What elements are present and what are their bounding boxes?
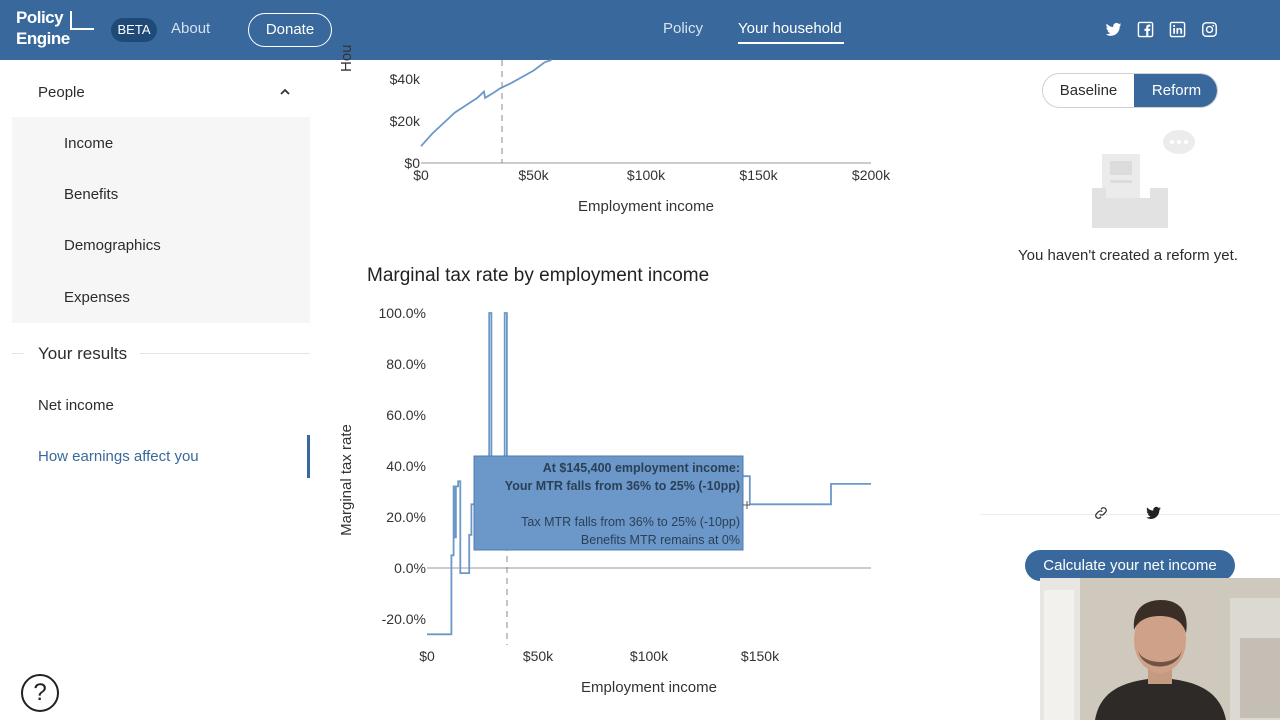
chart2-y-tick-label: 40.0% bbox=[386, 458, 426, 474]
beta-badge: BETA bbox=[111, 18, 157, 42]
chart1-y-tick-label: $0 bbox=[404, 155, 420, 171]
active-item-indicator bbox=[307, 435, 310, 478]
nav-household-tab[interactable]: Your household bbox=[738, 20, 842, 37]
chart2-xlabel: Employment income bbox=[581, 679, 717, 696]
chart1-y-tick-label: $20k bbox=[390, 113, 421, 129]
chart2-x-ticks: $0 $50k $100k $150k bbox=[419, 648, 780, 664]
baseline-reform-toggle: Baseline Reform bbox=[1042, 73, 1218, 108]
top-navbar: Policy Engine BETA About Donate Policy Y… bbox=[0, 0, 1280, 60]
empty-inbox-icon bbox=[1092, 130, 1195, 228]
sidebar-item-income[interactable]: Income bbox=[64, 135, 114, 152]
chart1-x-tick-label: $150k bbox=[739, 167, 778, 183]
empty-reform-message: You haven't created a reform yet. bbox=[1018, 247, 1238, 264]
logo-bar-horizontal bbox=[70, 28, 94, 30]
chart2-y-tick-label: -20.0% bbox=[382, 611, 426, 627]
chevron-up-icon[interactable] bbox=[279, 86, 291, 98]
chart2-y-tick-label: 80.0% bbox=[386, 356, 426, 372]
chart2-x-tick-label: $0 bbox=[419, 648, 435, 664]
chart1-x-tick-label: $50k bbox=[518, 167, 549, 183]
divider bbox=[12, 353, 24, 354]
sidebar-item-benefits[interactable]: Benefits bbox=[64, 186, 119, 203]
instagram-icon[interactable] bbox=[1201, 21, 1218, 38]
presenter-video-frame bbox=[1040, 578, 1280, 720]
chart2-y-tick-label: 20.0% bbox=[386, 509, 426, 525]
sidebar-item-demographics[interactable]: Demographics bbox=[64, 237, 161, 254]
link-icon[interactable] bbox=[1093, 505, 1109, 521]
chart2-ylabel: Marginal tax rate bbox=[338, 424, 355, 536]
chart1-xlabel: Employment income bbox=[578, 198, 714, 215]
chart-net-income: Hou $0 $20k $40k $0 $50k $100k $150k $200k Emp… bbox=[338, 44, 891, 215]
chart2-tooltip: At $145,400 employment income: Your MTR … bbox=[473, 455, 744, 551]
tooltip-line3: Tax MTR falls from 36% to 25% (-10pp) bbox=[521, 515, 740, 529]
chart1-y-ticks: $0 $20k $40k bbox=[390, 71, 421, 171]
chart1-x-tick-label: $0 bbox=[413, 167, 429, 183]
chart2-title: Marginal tax rate by employment income bbox=[367, 265, 709, 286]
active-tab-underline bbox=[738, 42, 844, 44]
sidebar-item-expenses[interactable]: Expenses bbox=[64, 289, 130, 306]
tooltip-line4: Benefits MTR remains at 0% bbox=[581, 533, 740, 547]
tooltip-line1: At $145,400 employment income: bbox=[543, 461, 740, 475]
policyengine-logo[interactable]: Policy Engine bbox=[14, 8, 98, 50]
facebook-icon[interactable] bbox=[1137, 21, 1154, 38]
chart-marginal-tax-rate: Marginal tax rate by employment income M… bbox=[338, 265, 871, 696]
reform-toggle-button[interactable]: Reform bbox=[1134, 74, 1217, 107]
chart1-ylabel: Hou bbox=[338, 44, 355, 72]
crosshair-cursor-icon bbox=[743, 501, 750, 509]
chart1-series-line bbox=[420, 59, 552, 147]
chart2-x-tick-label: $150k bbox=[741, 648, 780, 664]
chart2-y-tick-label: 0.0% bbox=[394, 560, 426, 576]
calculate-net-income-button[interactable]: Calculate your net income bbox=[1025, 550, 1235, 581]
chart1-y-tick-label: $40k bbox=[390, 71, 421, 87]
nav-policy-tab[interactable]: Policy bbox=[663, 20, 704, 37]
help-icon[interactable]: ? bbox=[21, 674, 59, 712]
chart2-x-tick-label: $100k bbox=[630, 648, 669, 664]
chart1-x-tick-label: $100k bbox=[627, 167, 666, 183]
logo-bar bbox=[70, 11, 72, 29]
linkedin-icon[interactable] bbox=[1169, 21, 1186, 38]
donate-button[interactable]: Donate bbox=[248, 13, 332, 47]
twitter-icon[interactable] bbox=[1105, 21, 1122, 38]
tooltip-box bbox=[473, 455, 744, 551]
sidebar-submenu bbox=[12, 117, 310, 323]
chart2-y-ticks: 100.0% 80.0% 60.0% 40.0% 20.0% 0.0% -20.0% bbox=[379, 305, 426, 627]
sidebar-item-earnings[interactable]: How earnings affect you bbox=[38, 448, 199, 465]
sidebar-item-net-income[interactable]: Net income bbox=[38, 397, 114, 414]
divider bbox=[980, 514, 1280, 515]
chart1-x-tick-label: $200k bbox=[852, 167, 891, 183]
logo-text-line2: Engine bbox=[16, 29, 70, 48]
tooltip-line2: Your MTR falls from 36% to 25% (-10pp) bbox=[505, 479, 740, 493]
twitter-share-icon[interactable] bbox=[1145, 505, 1162, 521]
baseline-toggle-button[interactable]: Baseline bbox=[1059, 82, 1118, 99]
chart1-x-ticks: $0 $50k $100k $150k $200k bbox=[413, 167, 891, 183]
sidebar-section-results[interactable]: Your results bbox=[38, 344, 128, 363]
divider bbox=[140, 353, 310, 354]
logo-text-line1: Policy bbox=[16, 8, 64, 27]
nav-about-link[interactable]: About bbox=[171, 20, 211, 37]
sidebar-item-people[interactable]: People bbox=[38, 84, 85, 101]
webcam-overlay bbox=[1040, 578, 1280, 720]
chart2-y-tick-label: 60.0% bbox=[386, 407, 426, 423]
chart2-y-tick-label: 100.0% bbox=[379, 305, 426, 321]
chart2-x-tick-label: $50k bbox=[523, 648, 554, 664]
